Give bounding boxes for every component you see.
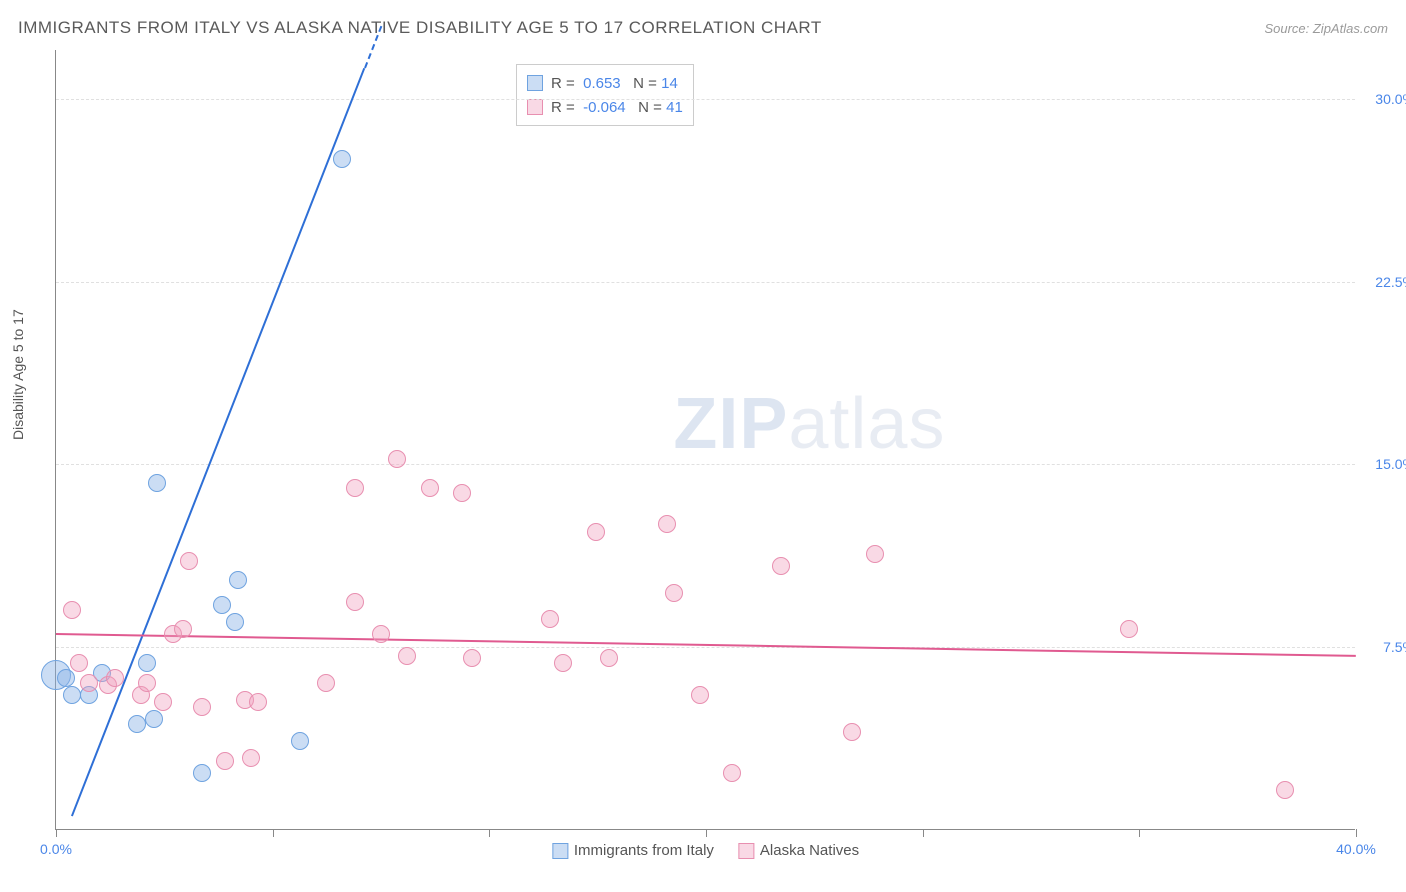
data-point — [106, 669, 124, 687]
legend-item: Immigrants from Italy — [552, 842, 714, 859]
data-point — [346, 479, 364, 497]
legend-swatch — [738, 843, 754, 859]
series-swatch — [527, 75, 543, 91]
watermark-zip: ZIP — [673, 384, 788, 464]
data-point — [346, 593, 364, 611]
gridline — [56, 647, 1355, 648]
data-point — [145, 710, 163, 728]
data-point — [843, 723, 861, 741]
data-point — [772, 557, 790, 575]
y-tick-label: 7.5% — [1360, 639, 1406, 655]
source-label: Source: ZipAtlas.com — [1264, 21, 1388, 36]
data-point — [242, 749, 260, 767]
plot-area: ZIPatlas R = 0.653 N = 14 R = -0.064 N = … — [55, 50, 1355, 830]
legend-swatch — [552, 843, 568, 859]
y-tick-label: 22.5% — [1360, 274, 1406, 290]
data-point — [587, 523, 605, 541]
data-point — [57, 669, 75, 687]
data-point — [138, 674, 156, 692]
title-bar: IMMIGRANTS FROM ITALY VS ALASKA NATIVE D… — [18, 18, 1388, 38]
x-tick — [273, 829, 274, 837]
trend-line — [56, 633, 1356, 657]
x-tick — [489, 829, 490, 837]
data-point — [453, 484, 471, 502]
chart-title: IMMIGRANTS FROM ITALY VS ALASKA NATIVE D… — [18, 18, 822, 38]
data-point — [80, 674, 98, 692]
stats-legend: R = 0.653 N = 14 R = -0.064 N = 41 — [516, 64, 694, 126]
data-point — [180, 552, 198, 570]
x-tick-label: 0.0% — [40, 841, 72, 857]
data-point — [213, 596, 231, 614]
data-point — [291, 732, 309, 750]
data-point — [866, 545, 884, 563]
gridline — [56, 464, 1355, 465]
data-point — [216, 752, 234, 770]
x-tick — [706, 829, 707, 837]
legend-label: Alaska Natives — [760, 842, 859, 859]
trend-line — [71, 68, 366, 817]
data-point — [541, 610, 559, 628]
data-point — [554, 654, 572, 672]
y-tick-label: 15.0% — [1360, 456, 1406, 472]
data-point — [333, 150, 351, 168]
data-point — [421, 479, 439, 497]
data-point — [229, 571, 247, 589]
data-point — [398, 647, 416, 665]
watermark-atlas: atlas — [788, 384, 945, 464]
legend-label: Immigrants from Italy — [574, 842, 714, 859]
data-point — [1120, 620, 1138, 638]
data-point — [154, 693, 172, 711]
x-tick-label: 40.0% — [1336, 841, 1376, 857]
data-point — [691, 686, 709, 704]
y-axis-label: Disability Age 5 to 17 — [10, 309, 26, 440]
stats-row: R = 0.653 N = 14 — [527, 71, 683, 95]
series-legend: Immigrants from Italy Alaska Natives — [552, 842, 859, 859]
gridline — [56, 99, 1355, 100]
data-point — [70, 654, 88, 672]
data-point — [658, 515, 676, 533]
stats-text: R = 0.653 N = 14 — [551, 75, 678, 92]
x-tick — [1139, 829, 1140, 837]
x-tick — [56, 829, 57, 837]
correlation-chart: IMMIGRANTS FROM ITALY VS ALASKA NATIVE D… — [0, 0, 1406, 892]
data-point — [63, 601, 81, 619]
data-point — [193, 698, 211, 716]
x-tick — [923, 829, 924, 837]
data-point — [249, 693, 267, 711]
data-point — [148, 474, 166, 492]
data-point — [317, 674, 335, 692]
data-point — [723, 764, 741, 782]
data-point — [372, 625, 390, 643]
data-point — [193, 764, 211, 782]
data-point — [388, 450, 406, 468]
watermark: ZIPatlas — [673, 383, 945, 465]
data-point — [138, 654, 156, 672]
data-point — [174, 620, 192, 638]
series-swatch — [527, 99, 543, 115]
data-point — [665, 584, 683, 602]
data-point — [1276, 781, 1294, 799]
data-point — [600, 649, 618, 667]
stats-text: R = -0.064 N = 41 — [551, 99, 683, 116]
x-tick — [1356, 829, 1357, 837]
data-point — [463, 649, 481, 667]
gridline — [56, 282, 1355, 283]
data-point — [226, 613, 244, 631]
legend-item: Alaska Natives — [738, 842, 859, 859]
y-tick-label: 30.0% — [1360, 91, 1406, 107]
